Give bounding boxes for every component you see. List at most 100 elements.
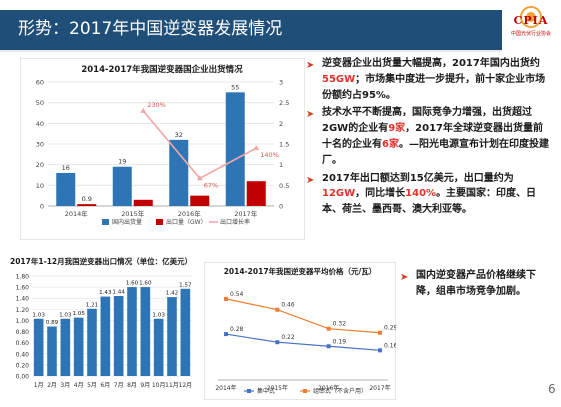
bar-export-month (127, 287, 137, 376)
bar-label: 1.42 (166, 291, 178, 297)
bullet-text: ，同比增长 (355, 188, 406, 200)
x-tick-label: 2016年 (318, 384, 339, 392)
page-number: 6 (548, 382, 556, 396)
price-label: 0.46 (281, 302, 295, 309)
legend-marker (303, 389, 307, 393)
x-tick-label: 10月 (152, 382, 166, 389)
price-marker (326, 326, 331, 331)
price-marker (224, 332, 228, 337)
y-tick-label: 0.00 (16, 374, 30, 381)
legend-label: 集中式 (257, 387, 275, 395)
price-line (225, 333, 381, 351)
bar-export-month (180, 288, 191, 376)
price-line (225, 298, 381, 334)
title-divider (0, 50, 502, 52)
price-label: 0.29 (384, 325, 396, 332)
x-tick-label: 5月 (87, 382, 97, 389)
arrow-right-icon: ➤ (306, 174, 315, 186)
bar-export-month (167, 297, 177, 376)
y-tick-label: 1.60 (16, 285, 30, 292)
chart-title: 2017年1-12月我国逆变器出口情况（单位：亿美元） (10, 256, 192, 266)
x-tick-label: 2014年 (215, 384, 236, 392)
bar-label: 19 (118, 158, 126, 166)
bar-export (133, 199, 153, 206)
bar-label: 1.03 (152, 312, 165, 318)
monthly-export-chart: 2017年1-12月我国逆变器出口情况（单位：亿美元） 0.00 0.20 0.40… (10, 256, 193, 389)
x-tick-label: 7月 (114, 382, 124, 389)
y-tick-label: 0.80 (16, 329, 30, 336)
arrow-right-icon: ➤ (306, 60, 315, 71)
x-tick-label: 2015年 (121, 209, 145, 218)
legend-swatch (156, 219, 163, 225)
growth-marker (140, 107, 147, 113)
y2-tick-label: 1.5 (279, 141, 289, 149)
logo-sun-icon (520, 6, 542, 28)
x-tick-label: 1月 (34, 382, 44, 389)
y2-tick-label: 2.5 (279, 99, 289, 107)
x-tick-label: 12月 (179, 382, 193, 389)
bullet-text: 。主要国家：印度、日本、荷兰、墨西哥、澳大利亚等。 (322, 188, 537, 216)
highlight-text: 55GW (322, 73, 356, 85)
x-tick-label: 2015年 (267, 384, 288, 392)
bullet-list: ➤ 逆变器企业出货量大幅提高，2017年国内出货约 55GW；市场集中度进一步提升，… (306, 56, 552, 220)
y-tick-label: 0.40 (16, 351, 30, 358)
bar-label: 55 (231, 83, 239, 91)
arrow-right-icon: ➤ (400, 272, 409, 283)
growth-label: 230% (147, 101, 166, 109)
bullet-item: ➤ 2017年出口额达到15亿美元，出口量约为 12GW，同比增长140%。主要国家… (306, 171, 552, 218)
x-tick-label: 8月 (127, 382, 137, 389)
y2-tick-label: 3 (279, 79, 283, 87)
bar-label: 1.21 (86, 302, 99, 308)
bar-export-month (60, 318, 71, 376)
bar-label: 16 (62, 164, 70, 172)
bar-domestic (56, 172, 76, 206)
price-label: 0.19 (333, 338, 347, 345)
x-tick-label: 2016年 (178, 209, 202, 218)
highlight-text: 6家 (382, 138, 399, 150)
chart-frame (20, 58, 305, 240)
bullet-item: ➤ 国内逆变器产品价格继续下降，组串市场竞争加剧。 (400, 268, 550, 300)
bar-export-month (87, 308, 97, 376)
y-tick-label: 20 (36, 161, 44, 169)
x-tick-label: 2月 (47, 382, 57, 389)
logo-sun-core-icon (526, 12, 536, 22)
legend-label: 组串式（不含户用） (313, 387, 367, 395)
x-tick-label: 2017年 (369, 384, 390, 392)
price-marker (275, 340, 280, 345)
y-tick-label: 30 (36, 141, 44, 149)
bullet-text: 国内逆变器产品价格继续下降，组串市场竞争加剧。 (416, 270, 536, 297)
bar-label: 1.05 (72, 311, 85, 317)
bar-export-month (100, 296, 111, 376)
growth-marker (253, 145, 260, 151)
price-trend-chart: 2014-2017年我国逆变器平均价格（元/瓦） 0.28 0.22 0.19 0.1… (204, 262, 396, 400)
shipment-chart: 2014-2017年我国逆变器国企业出货情况 0 10 20 30 40 50 60 0 0.… (20, 58, 305, 240)
bullet-text: 。—阳光电源宣布计划在印度投建厂。 (322, 138, 549, 166)
price-marker (378, 348, 382, 353)
bullet-text: 技术水平不断提高，国际竞争力增强，出货超过2GW的企业有 (322, 107, 532, 135)
bar-export-month (140, 287, 151, 376)
logo-text: CPIA (513, 14, 549, 27)
bullet-text: 逆变器企业出货量大幅提高，2017年国内出货约 (322, 58, 540, 69)
legend-label: 出口增长率 (220, 218, 250, 226)
cpia-logo (520, 6, 542, 28)
chart-title: 2014-2017年我国逆变器平均价格（元/瓦） (224, 266, 377, 276)
bar-label: 1.03 (59, 312, 72, 318)
bar-label: 32 (175, 131, 183, 139)
price-bullet: ➤ 国内逆变器产品价格继续下降，组串市场竞争加剧。 (400, 268, 550, 302)
bar-export (246, 181, 266, 206)
bar-label: 1.44 (112, 290, 125, 296)
arrow-right-icon: ➤ (306, 109, 315, 121)
price-marker (378, 330, 382, 335)
bar-label: 0.9 (82, 195, 92, 203)
price-marker (275, 307, 280, 312)
x-tick-label: 6月 (100, 382, 110, 389)
chart-title: 2014-2017年我国逆变器国企业出货情况 (81, 64, 243, 75)
legend-label: 出口量（GW） (166, 218, 207, 226)
legend-swatch (102, 219, 109, 225)
highlight-text: 9家 (388, 123, 406, 135)
bullet-text: 2017年出口额达到15亿美元，出口量约为 (322, 172, 514, 184)
legend-label: 国内出货量 (112, 218, 142, 226)
bar-label: 1.43 (99, 290, 112, 296)
y-tick-label: 0 (40, 203, 44, 211)
